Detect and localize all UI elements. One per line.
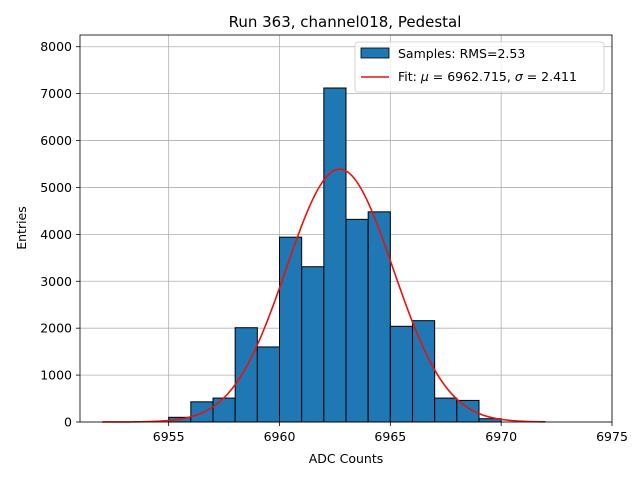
y-tick-label: 6000 xyxy=(40,133,72,148)
y-tick-label: 4000 xyxy=(40,227,72,242)
legend-fit-mu-symbol: μ xyxy=(420,69,429,84)
histogram-bar xyxy=(301,266,325,423)
y-axis-label: Entries xyxy=(14,206,29,250)
x-tick-label: 6955 xyxy=(153,429,185,444)
y-tick-label: 8000 xyxy=(40,39,72,54)
x-tick-label: 6960 xyxy=(264,429,296,444)
histogram-bar xyxy=(212,397,236,423)
x-tick-label: 6975 xyxy=(596,429,628,444)
x-axis-label: ADC Counts xyxy=(309,451,384,466)
histogram-bar xyxy=(345,218,369,423)
y-tick-label: 3000 xyxy=(40,274,72,289)
y-tick-label: 5000 xyxy=(40,180,72,195)
legend-fit-sigma-value: = 2.411 xyxy=(523,69,577,84)
histogram-bar xyxy=(323,87,347,423)
histogram-bars xyxy=(168,87,502,423)
y-axis-ticks: 0 1000 2000 3000 4000 5000 6000 7000 8000 xyxy=(40,39,80,430)
histogram-bar xyxy=(279,236,303,423)
legend: Samples: RMS=2.53 Fit: μ = 6962.715, σ =… xyxy=(354,41,605,93)
legend-samples-label: Samples: RMS=2.53 xyxy=(398,46,525,61)
x-axis-ticks: 6955 6960 6965 6970 6975 xyxy=(153,422,628,444)
axes-frame xyxy=(79,34,613,423)
histogram-bar xyxy=(389,325,414,423)
histogram-bar xyxy=(434,397,458,423)
fit-curve xyxy=(102,168,546,423)
y-tick-label: 1000 xyxy=(40,368,72,383)
histogram-bar xyxy=(234,327,258,423)
histogram-bar xyxy=(256,346,281,423)
histogram-bar xyxy=(190,401,214,423)
legend-fit-sigma-symbol: σ xyxy=(515,69,524,84)
x-tick-label: 6970 xyxy=(485,429,517,444)
y-tick-label: 7000 xyxy=(40,86,72,101)
histogram-bar xyxy=(367,211,391,423)
chart-title: Run 363, channel018, Pedestal xyxy=(229,13,462,31)
legend-samples-swatch xyxy=(360,47,390,59)
histogram-bar xyxy=(412,320,436,423)
legend-fit-mu-value: = 6962.715, xyxy=(429,69,515,84)
y-tick-label: 0 xyxy=(64,415,72,430)
legend-fit-prefix: Fit: xyxy=(398,69,421,84)
y-tick-label: 2000 xyxy=(40,321,72,336)
x-tick-label: 6965 xyxy=(374,429,406,444)
legend-box xyxy=(354,41,605,93)
legend-fit-label: Fit: μ = 6962.715, σ = 2.411 xyxy=(398,69,577,84)
